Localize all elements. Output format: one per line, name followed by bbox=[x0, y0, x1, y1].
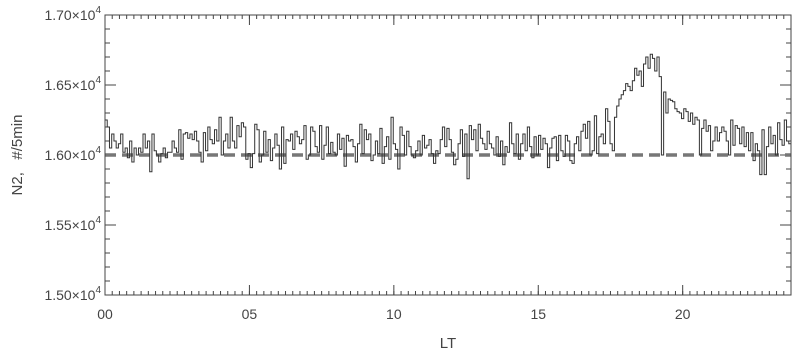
x-tick-label: 05 bbox=[242, 306, 258, 322]
x-tick-label: 20 bbox=[675, 306, 691, 322]
y-tick-label: 1.60×104 bbox=[44, 145, 101, 163]
series-layer bbox=[105, 53, 791, 180]
series-step-line bbox=[105, 53, 791, 180]
y-tick-label: 1.55×104 bbox=[44, 215, 101, 233]
y-tick-label: 1.50×104 bbox=[44, 285, 101, 303]
x-tick-label: 00 bbox=[97, 306, 113, 322]
x-tick-label: 15 bbox=[530, 306, 546, 322]
x-tick-labels: 00 05 10 15 20 bbox=[97, 306, 690, 322]
plot-frame bbox=[104, 14, 792, 296]
y-tick-labels: 1.50×104 1.55×104 1.60×104 1.65×104 1.70×104 bbox=[44, 5, 101, 303]
x-axis-label: LT bbox=[440, 335, 456, 352]
y-tick-label: 1.65×104 bbox=[44, 75, 101, 93]
y-axis-label: N2, #/5min bbox=[9, 115, 26, 196]
y-tick-label: 1.70×104 bbox=[44, 5, 101, 23]
x-tick-label: 10 bbox=[386, 306, 402, 322]
